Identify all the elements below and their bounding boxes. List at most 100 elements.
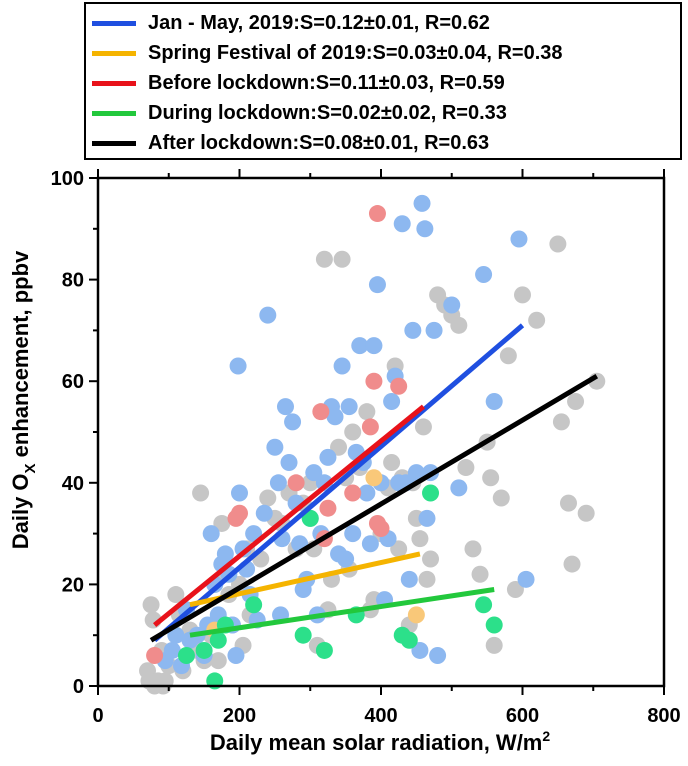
data-point: [404, 321, 422, 339]
data-point: [383, 393, 401, 411]
data-point: [245, 596, 263, 614]
data-point: [358, 484, 376, 502]
data-point: [517, 570, 535, 588]
data-point: [552, 413, 570, 431]
data-point: [259, 306, 277, 324]
data-point: [255, 504, 273, 522]
legend-label: During lockdown:S=0.02±0.02, R=0.33: [148, 101, 507, 124]
data-point: [365, 469, 383, 487]
data-point: [245, 525, 263, 543]
data-point: [361, 535, 379, 553]
fit-lines: [149, 323, 599, 643]
data-point: [563, 555, 581, 573]
legend-entry-jan-may: Jan - May, 2019:S=0.12±0.01, R=0.62: [92, 8, 490, 38]
data-point: [400, 631, 418, 649]
data-point: [231, 484, 248, 502]
data-point: [266, 438, 284, 456]
data-point: [499, 347, 517, 365]
legend-swatch: [92, 80, 136, 86]
y-axis-label-subscript: X: [22, 463, 39, 473]
data-point: [390, 377, 408, 395]
data-point: [567, 393, 585, 411]
y-tick-label: 80: [62, 270, 84, 292]
data-point: [471, 565, 489, 583]
axis-ticks: 0 200 400 600 800 0 20 40 60 80 100: [51, 168, 681, 727]
data-point: [422, 484, 440, 502]
data-point: [365, 372, 383, 390]
data-point: [407, 464, 425, 482]
data-point: [413, 194, 431, 212]
data-point: [337, 550, 355, 568]
legend-swatch: [92, 50, 136, 56]
data-point: [227, 647, 245, 665]
x-tick-label: 600: [506, 705, 539, 727]
data-point: [358, 403, 376, 421]
data-point: [414, 418, 432, 436]
data-point: [229, 357, 247, 375]
data-point: [202, 525, 220, 543]
legend: Jan - May, 2019:S=0.12±0.01, R=0.62 Spri…: [84, 2, 682, 160]
data-point: [209, 652, 227, 670]
fit-line: [153, 404, 426, 627]
data-point: [577, 504, 595, 522]
data-point: [485, 636, 503, 654]
data-point: [416, 220, 434, 238]
legend-entry-before-lockdown: Before lockdown:S=0.11±0.03, R=0.59: [92, 68, 505, 98]
x-tick-label: 0: [92, 705, 103, 727]
x-tick-label: 400: [364, 705, 397, 727]
data-point: [177, 647, 195, 665]
data-point: [231, 504, 248, 522]
data-point: [393, 215, 411, 233]
y-tick-label: 20: [62, 574, 84, 596]
legend-label: Before lockdown:S=0.11±0.03, R=0.59: [148, 71, 505, 94]
legend-entry-spring-festival: Spring Festival of 2019:S=0.03±0.04, R=0…: [92, 38, 563, 68]
y-tick-label: 0: [73, 676, 84, 698]
data-point: [492, 489, 510, 507]
data-point: [216, 545, 234, 563]
data-point: [368, 205, 386, 223]
data-point: [280, 453, 298, 471]
data-point: [319, 448, 337, 466]
data-point: [368, 276, 386, 294]
data-point: [485, 616, 503, 634]
data-point: [361, 418, 379, 436]
data-point: [146, 647, 164, 665]
data-point: [195, 641, 213, 659]
data-point: [294, 626, 312, 644]
data-point: [457, 459, 475, 477]
data-point: [425, 321, 443, 339]
data-point: [411, 641, 429, 659]
data-point: [383, 453, 401, 471]
x-tick-label: 800: [647, 705, 680, 727]
data-point: [450, 316, 468, 334]
data-point: [284, 413, 302, 431]
y-axis-label: Daily OX enhancement, ppbv: [8, 250, 39, 549]
data-point: [450, 479, 468, 497]
data-point: [326, 408, 344, 426]
data-point: [514, 286, 531, 304]
data-point: [390, 540, 408, 558]
data-point: [418, 509, 436, 527]
data-point: [365, 337, 383, 355]
data-point: [407, 606, 425, 624]
data-point: [340, 398, 358, 416]
data-point: [333, 357, 351, 375]
fit-line: [152, 323, 525, 643]
data-point: [319, 499, 337, 517]
data-point: [192, 484, 210, 502]
legend-entry-after-lockdown: After lockdown:S=0.08±0.01, R=0.63: [92, 128, 489, 158]
data-point: [287, 474, 305, 492]
data-point: [400, 570, 418, 588]
data-point: [276, 398, 294, 416]
data-point: [301, 509, 319, 527]
data-point: [234, 540, 252, 558]
legend-label: After lockdown:S=0.08±0.01, R=0.63: [148, 131, 490, 154]
data-point: [163, 641, 181, 659]
data-point: [209, 631, 227, 649]
data-point: [475, 596, 493, 614]
data-point: [269, 474, 287, 492]
data-point: [315, 250, 333, 268]
legend-label: Spring Festival of 2019:S=0.03±0.04, R=0…: [148, 41, 563, 64]
data-point: [344, 525, 362, 543]
